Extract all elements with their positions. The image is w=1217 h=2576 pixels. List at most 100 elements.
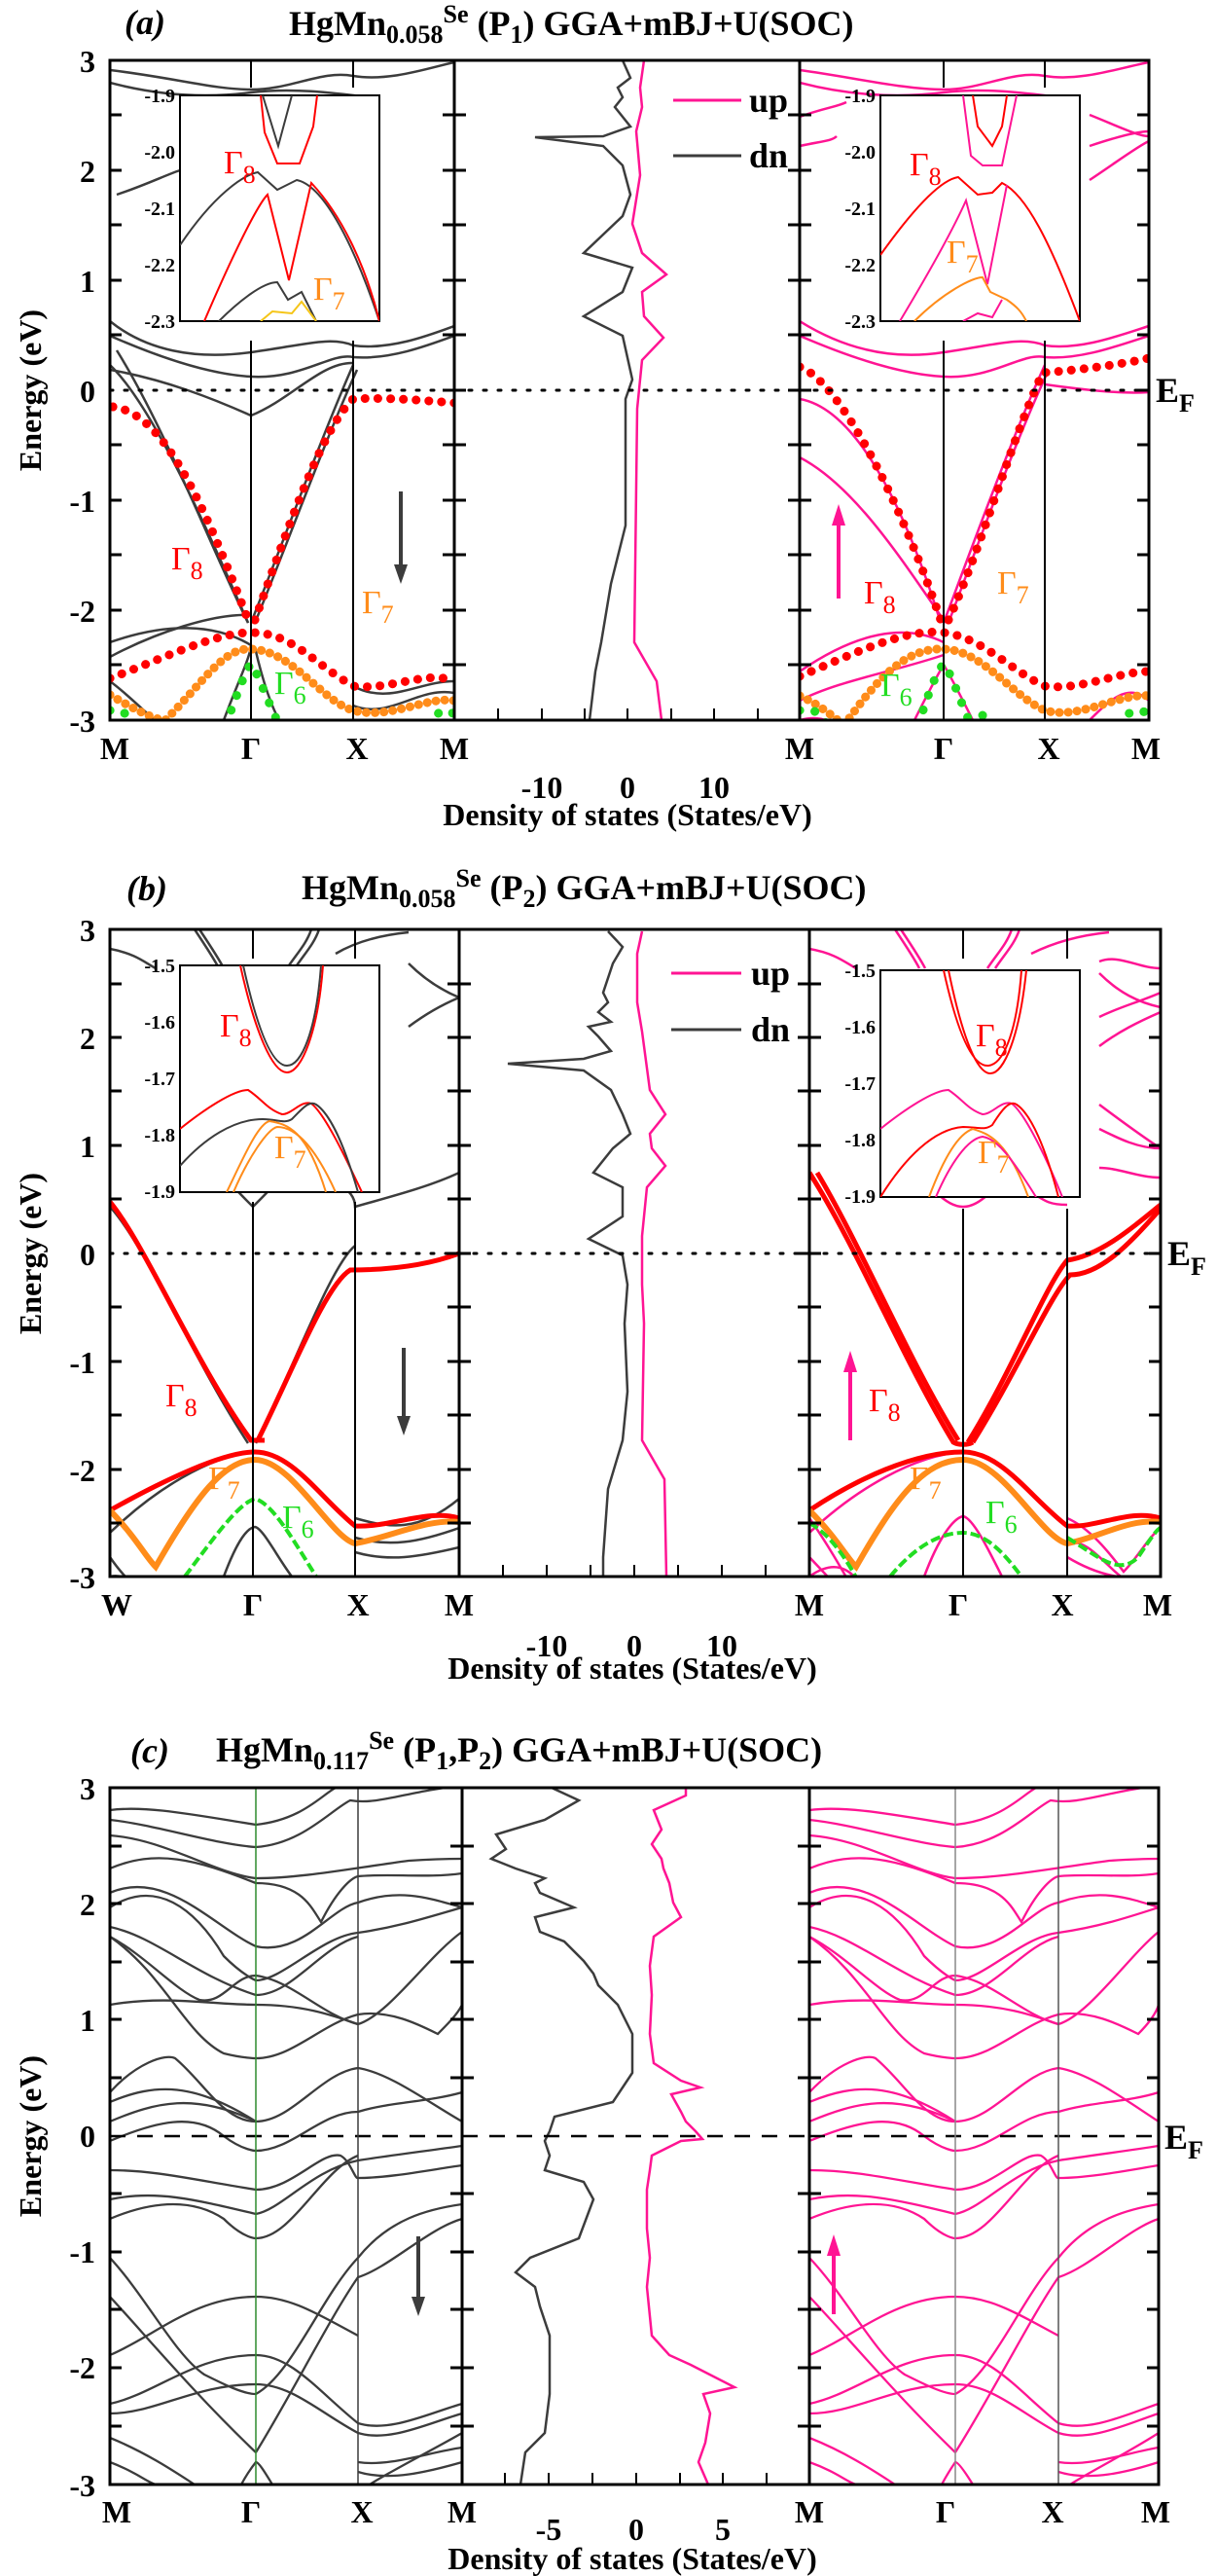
panel-letter: (c) [130, 1731, 169, 1770]
svg-text:3: 3 [80, 1771, 95, 1806]
spin-up-arrow-icon [843, 1351, 857, 1440]
label-gamma7: Γ7 [997, 565, 1029, 609]
label-gamma7: Γ7 [274, 1130, 306, 1174]
dos-plot: up dn -10 0 10 [452, 59, 802, 805]
y-axis-title: Energy (eV) [13, 2055, 48, 2217]
svg-text:0: 0 [626, 1628, 642, 1663]
inset-spin-up: -1.9 -2.0 -2.1 -2.2 -2.3 Γ8 Γ7 [844, 86, 1081, 333]
inset-spin-up: -1.5 -1.6 -1.7 -1.8 -1.9 Γ8 Γ7 [844, 961, 1081, 1208]
dos-plot: -5 0 5 [462, 1786, 809, 2547]
svg-text:X: X [1041, 2494, 1063, 2529]
band-structure-spin-up [809, 1788, 1159, 2485]
label-gamma7: Γ7 [947, 235, 979, 278]
svg-text:M: M [1141, 2494, 1170, 2529]
fermi-level-label: EF [1164, 2118, 1203, 2164]
svg-text:2: 2 [80, 1021, 95, 1056]
spin-up-arrow-icon [832, 504, 845, 599]
svg-text:-2.0: -2.0 [144, 142, 175, 163]
svg-text:Γ: Γ [936, 2494, 955, 2529]
svg-text:1: 1 [80, 1129, 95, 1164]
panel-c: (c) HgMn0.117Se (P1,P2) GGA+mBJ+U(SOC) 3… [0, 1713, 1217, 2576]
svg-text:-1.9: -1.9 [844, 1186, 876, 1208]
label-gamma8: Γ8 [220, 1008, 252, 1052]
band-structure-spin-down [110, 929, 459, 1577]
svg-text:0: 0 [80, 1237, 95, 1272]
svg-text:-3: -3 [69, 704, 95, 739]
label-gamma6: Γ6 [985, 1495, 1018, 1539]
svg-text:-2.3: -2.3 [144, 311, 175, 333]
label-gamma8: Γ8 [171, 541, 203, 585]
svg-text:-2.3: -2.3 [844, 311, 876, 333]
y-axis-title: Energy (eV) [13, 1173, 48, 1334]
svg-text:10: 10 [706, 1628, 737, 1663]
svg-text:3: 3 [80, 44, 95, 79]
svg-text:M: M [795, 2494, 824, 2529]
svg-text:3: 3 [80, 913, 95, 948]
panel-title: HgMn0.058Se (P2) GGA+mBJ+U(SOC) [302, 864, 867, 914]
label-gamma7: Γ7 [910, 1461, 942, 1505]
chart-a: 3 2 1 0 -1 -2 -3 Energy (eV) [13, 44, 1195, 832]
svg-text:Γ: Γ [241, 731, 261, 766]
svg-text:0: 0 [628, 2512, 644, 2547]
svg-text:2: 2 [80, 154, 95, 189]
svg-text:-2.2: -2.2 [144, 255, 175, 276]
svg-text:X: X [1037, 731, 1059, 766]
label-gamma8: Γ8 [864, 575, 896, 619]
inset-spin-down: -1.9 -2.0 -2.1 -2.2 -2.3 Γ8 Γ7 [144, 86, 380, 333]
svg-text:-1.8: -1.8 [144, 1125, 175, 1146]
x-axis-title: Density of states (States/eV) [443, 797, 811, 832]
svg-text:up: up [751, 954, 790, 993]
panel-title: HgMn0.117Se (P1,P2) GGA+mBJ+U(SOC) [216, 1726, 823, 1776]
svg-text:-2: -2 [69, 2350, 95, 2385]
svg-text:-1.5: -1.5 [144, 956, 175, 977]
label-gamma6: Γ6 [282, 1500, 314, 1543]
panel-letter: (a) [125, 3, 165, 42]
label-gamma6: Γ6 [274, 666, 306, 709]
kpath-labels: M Γ X M M Γ X M [102, 2494, 1170, 2529]
svg-text:2: 2 [80, 1887, 95, 1922]
svg-text:Γ: Γ [934, 731, 953, 766]
y-axis-ticks: 3 2 1 0 -1 -2 -3 [69, 1771, 95, 2503]
svg-text:M: M [795, 1587, 824, 1622]
svg-text:-1.9: -1.9 [144, 86, 175, 107]
svg-text:dn: dn [749, 136, 788, 175]
svg-text:X: X [350, 2494, 373, 2529]
svg-text:-3: -3 [69, 1560, 95, 1595]
svg-text:0: 0 [80, 2119, 95, 2154]
svg-text:X: X [345, 731, 368, 766]
svg-text:M: M [102, 2494, 131, 2529]
label-gamma7: Γ7 [313, 272, 345, 315]
svg-text:1: 1 [80, 264, 95, 299]
svg-text:-2: -2 [69, 1453, 95, 1488]
svg-text:M: M [1131, 731, 1161, 766]
spin-down-arrow-icon [397, 1348, 411, 1435]
svg-text:-3: -3 [69, 2468, 95, 2503]
label-gamma8: Γ8 [910, 147, 942, 191]
svg-text:M: M [785, 731, 814, 766]
spin-up-arrow-icon [827, 2234, 841, 2314]
svg-text:-2.2: -2.2 [844, 255, 876, 276]
svg-text:10: 10 [698, 770, 730, 805]
label-gamma7: Γ7 [362, 585, 394, 629]
kpath-labels: M Γ X M M Γ X M [100, 731, 1161, 766]
svg-text:0: 0 [620, 770, 635, 805]
band-structure-spin-down [110, 1788, 462, 2485]
x-axis-title: Density of states (States/eV) [447, 2541, 816, 2576]
svg-text:-10: -10 [521, 770, 563, 805]
label-gamma8: Γ8 [869, 1383, 901, 1427]
inset-spin-down: -1.5 -1.6 -1.7 -1.8 -1.9 Γ8 Γ7 [144, 956, 380, 1203]
svg-text:-1: -1 [69, 2234, 95, 2269]
svg-text:-1.6: -1.6 [844, 1017, 876, 1038]
label-gamma7: Γ7 [208, 1461, 240, 1505]
band-structure-spin-up [809, 929, 1161, 1577]
svg-text:dn: dn [751, 1010, 790, 1049]
svg-text:-10: -10 [526, 1628, 568, 1663]
svg-text:0: 0 [80, 374, 95, 409]
svg-text:Γ: Γ [949, 1587, 968, 1622]
svg-text:X: X [346, 1587, 369, 1622]
svg-text:-1.9: -1.9 [144, 1181, 175, 1203]
svg-text:up: up [749, 81, 788, 120]
svg-text:-1: -1 [69, 1345, 95, 1380]
fermi-level-label: EF [1167, 1234, 1206, 1281]
svg-text:M: M [445, 1587, 474, 1622]
